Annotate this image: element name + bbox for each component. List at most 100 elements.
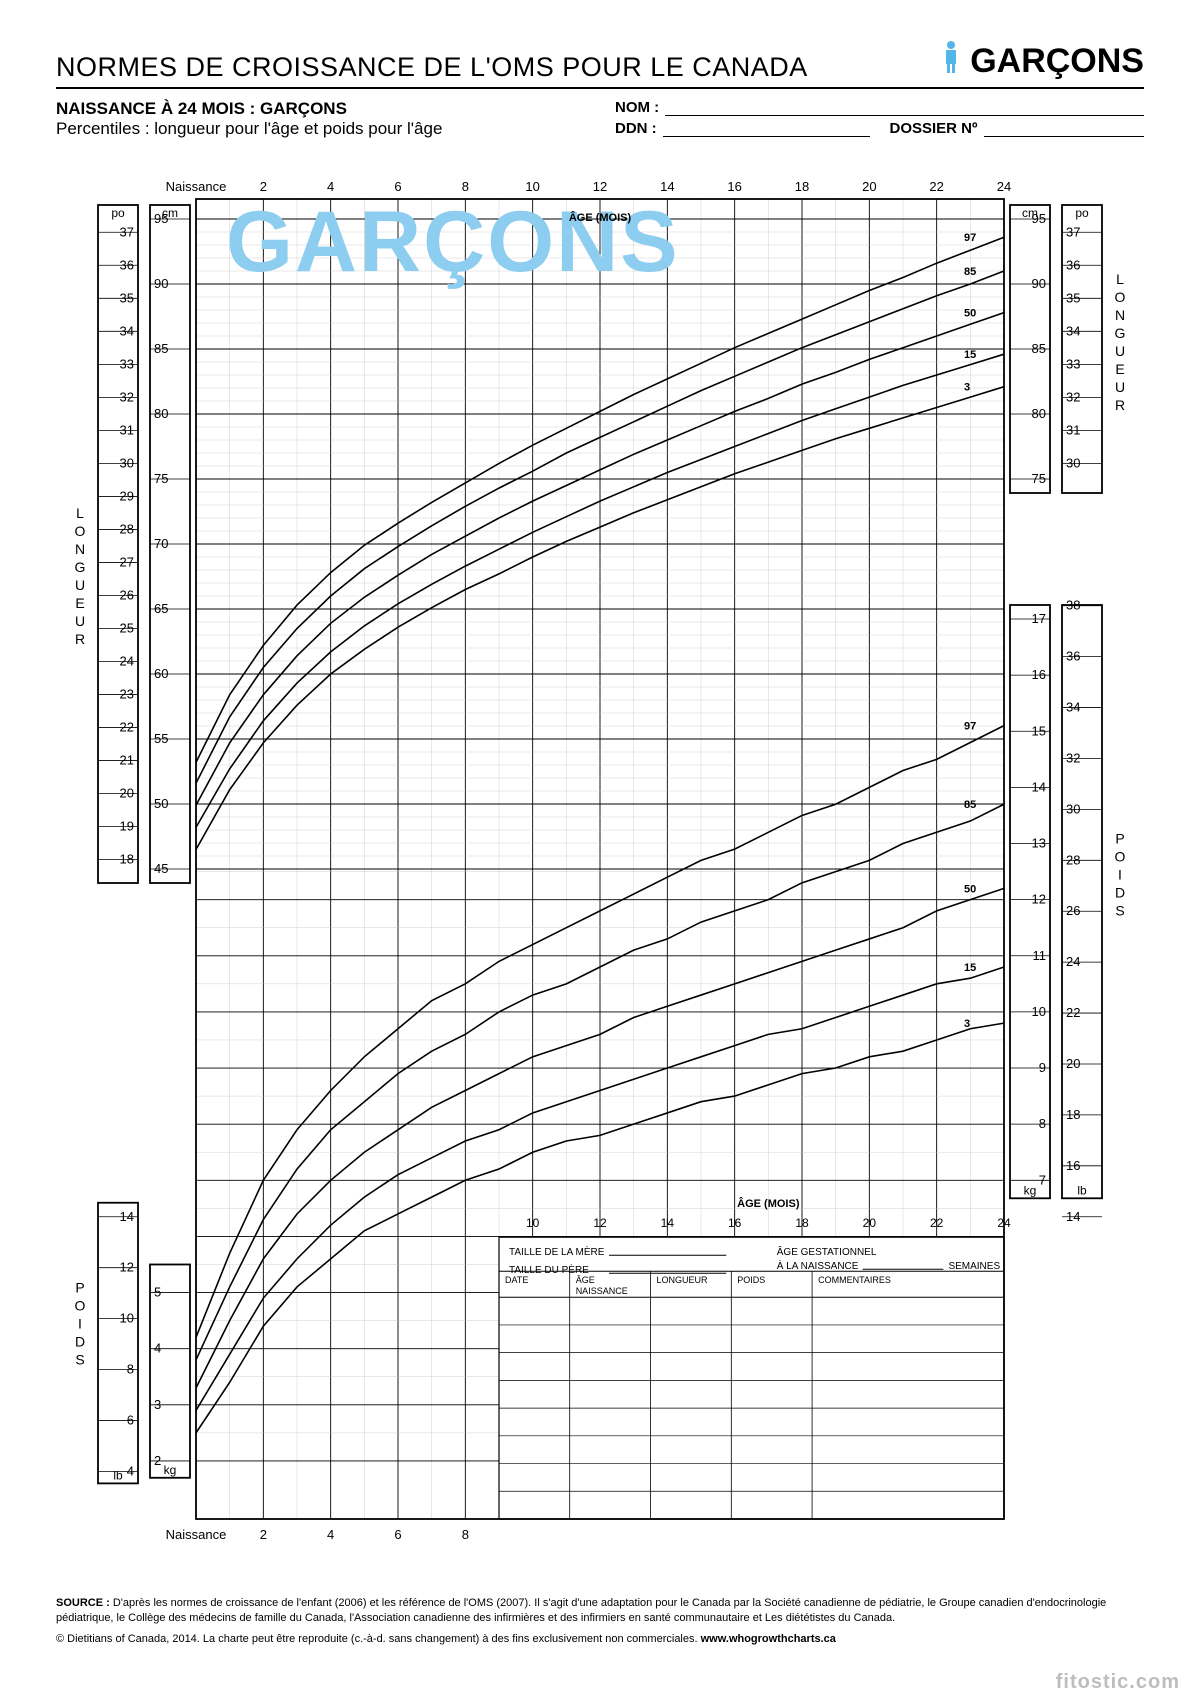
svg-text:N: N <box>75 541 85 557</box>
svg-text:36: 36 <box>1066 649 1080 664</box>
svg-text:kg: kg <box>164 1463 177 1477</box>
svg-text:6: 6 <box>127 1412 134 1427</box>
svg-text:20: 20 <box>862 179 876 194</box>
svg-text:10: 10 <box>1032 1004 1046 1019</box>
svg-text:9: 9 <box>1039 1060 1046 1075</box>
svg-text:16: 16 <box>1066 1158 1080 1173</box>
svg-text:34: 34 <box>1066 700 1080 715</box>
svg-text:NAISSANCE: NAISSANCE <box>576 1286 628 1296</box>
svg-text:10: 10 <box>120 1311 134 1326</box>
svg-text:cm: cm <box>1022 206 1038 220</box>
svg-text:22: 22 <box>120 720 134 735</box>
svg-text:8: 8 <box>1039 1116 1046 1131</box>
header-block: NORMES DE CROISSANCE DE L'OMS POUR LE CA… <box>56 40 1144 89</box>
svg-text:25: 25 <box>120 621 134 636</box>
svg-text:14: 14 <box>1032 779 1046 794</box>
svg-text:U: U <box>1115 343 1125 359</box>
svg-text:75: 75 <box>154 471 168 486</box>
svg-text:3: 3 <box>154 1397 161 1412</box>
svg-text:ÂGE: ÂGE <box>576 1275 595 1285</box>
svg-text:30: 30 <box>1066 455 1080 470</box>
svg-text:24: 24 <box>120 654 134 669</box>
svg-text:50: 50 <box>964 883 976 895</box>
svg-text:O: O <box>75 1298 86 1314</box>
svg-text:27: 27 <box>120 554 134 569</box>
svg-text:22: 22 <box>1066 1005 1080 1020</box>
svg-text:97: 97 <box>964 232 976 244</box>
svg-text:19: 19 <box>120 819 134 834</box>
svg-text:30: 30 <box>1066 801 1080 816</box>
source-text: D'après les normes de croissance de l'en… <box>56 1597 1106 1624</box>
chart: GARÇONS315508597315508597455055606570758… <box>56 159 1144 1584</box>
svg-text:kg: kg <box>1024 1183 1037 1197</box>
svg-text:20: 20 <box>863 1216 877 1230</box>
svg-text:32: 32 <box>120 389 134 404</box>
svg-text:N: N <box>1115 307 1125 323</box>
svg-text:29: 29 <box>120 488 134 503</box>
svg-text:75: 75 <box>1032 471 1046 486</box>
svg-text:6: 6 <box>394 1527 401 1542</box>
form-dossier: DOSSIER Nº <box>890 120 1145 137</box>
svg-text:50: 50 <box>154 796 168 811</box>
svg-text:20: 20 <box>120 786 134 801</box>
svg-text:16: 16 <box>1032 667 1046 682</box>
svg-text:12: 12 <box>593 179 607 194</box>
svg-text:GARÇONS: GARÇONS <box>226 194 680 290</box>
gender-label: GARÇONS <box>970 42 1144 81</box>
svg-text:12: 12 <box>120 1260 134 1275</box>
svg-text:8: 8 <box>127 1362 134 1377</box>
svg-text:po: po <box>1075 206 1089 220</box>
svg-text:14: 14 <box>120 1209 134 1224</box>
svg-text:O: O <box>1115 849 1126 865</box>
svg-text:24: 24 <box>1066 954 1080 969</box>
svg-text:8: 8 <box>462 179 469 194</box>
svg-text:R: R <box>75 631 85 647</box>
svg-text:12: 12 <box>593 1216 607 1230</box>
svg-text:55: 55 <box>154 731 168 746</box>
main-title: NORMES DE CROISSANCE DE L'OMS POUR LE CA… <box>56 52 808 83</box>
form-ddn: DDN : <box>615 120 870 137</box>
svg-text:85: 85 <box>1032 341 1046 356</box>
svg-text:26: 26 <box>1066 903 1080 918</box>
svg-text:D: D <box>1115 885 1125 901</box>
svg-text:cm: cm <box>162 206 178 220</box>
svg-text:13: 13 <box>1032 836 1046 851</box>
page: NORMES DE CROISSANCE DE L'OMS POUR LE CA… <box>0 0 1200 1667</box>
subtitle-plain: Percentiles : longueur pour l'âge et poi… <box>56 119 585 139</box>
svg-text:6: 6 <box>394 179 401 194</box>
svg-text:Naissance: Naissance <box>166 1527 227 1542</box>
svg-text:36: 36 <box>120 257 134 272</box>
chart-svg: GARÇONS315508597315508597455055606570758… <box>56 159 1144 1579</box>
svg-text:85: 85 <box>964 799 976 811</box>
subtitle-bold: NAISSANCE À 24 MOIS : GARÇONS <box>56 99 585 119</box>
svg-text:11: 11 <box>1033 948 1047 963</box>
svg-text:E: E <box>1115 361 1124 377</box>
svg-text:50: 50 <box>964 308 976 320</box>
svg-text:15: 15 <box>1032 723 1046 738</box>
svg-text:18: 18 <box>795 179 809 194</box>
svg-text:18: 18 <box>120 852 134 867</box>
svg-text:31: 31 <box>120 422 134 437</box>
svg-text:22: 22 <box>929 179 943 194</box>
svg-text:O: O <box>1115 289 1126 305</box>
svg-text:P: P <box>75 1280 84 1296</box>
svg-text:30: 30 <box>120 455 134 470</box>
boy-icon <box>940 40 962 83</box>
svg-text:32: 32 <box>1066 389 1080 404</box>
svg-text:28: 28 <box>1066 852 1080 867</box>
svg-text:2: 2 <box>260 1527 267 1542</box>
svg-text:17: 17 <box>1032 611 1046 626</box>
svg-text:33: 33 <box>120 356 134 371</box>
svg-text:3: 3 <box>964 1018 970 1030</box>
svg-text:S: S <box>75 1352 84 1368</box>
svg-text:35: 35 <box>120 290 134 305</box>
svg-text:COMMENTAIRES: COMMENTAIRES <box>818 1275 891 1285</box>
svg-text:4: 4 <box>127 1463 134 1478</box>
svg-text:S: S <box>1115 903 1124 919</box>
svg-text:E: E <box>75 595 84 611</box>
svg-text:Naissance: Naissance <box>166 179 227 194</box>
svg-text:37: 37 <box>1066 224 1080 239</box>
svg-text:2: 2 <box>260 179 267 194</box>
svg-text:31: 31 <box>1066 422 1080 437</box>
svg-text:I: I <box>78 1316 82 1332</box>
